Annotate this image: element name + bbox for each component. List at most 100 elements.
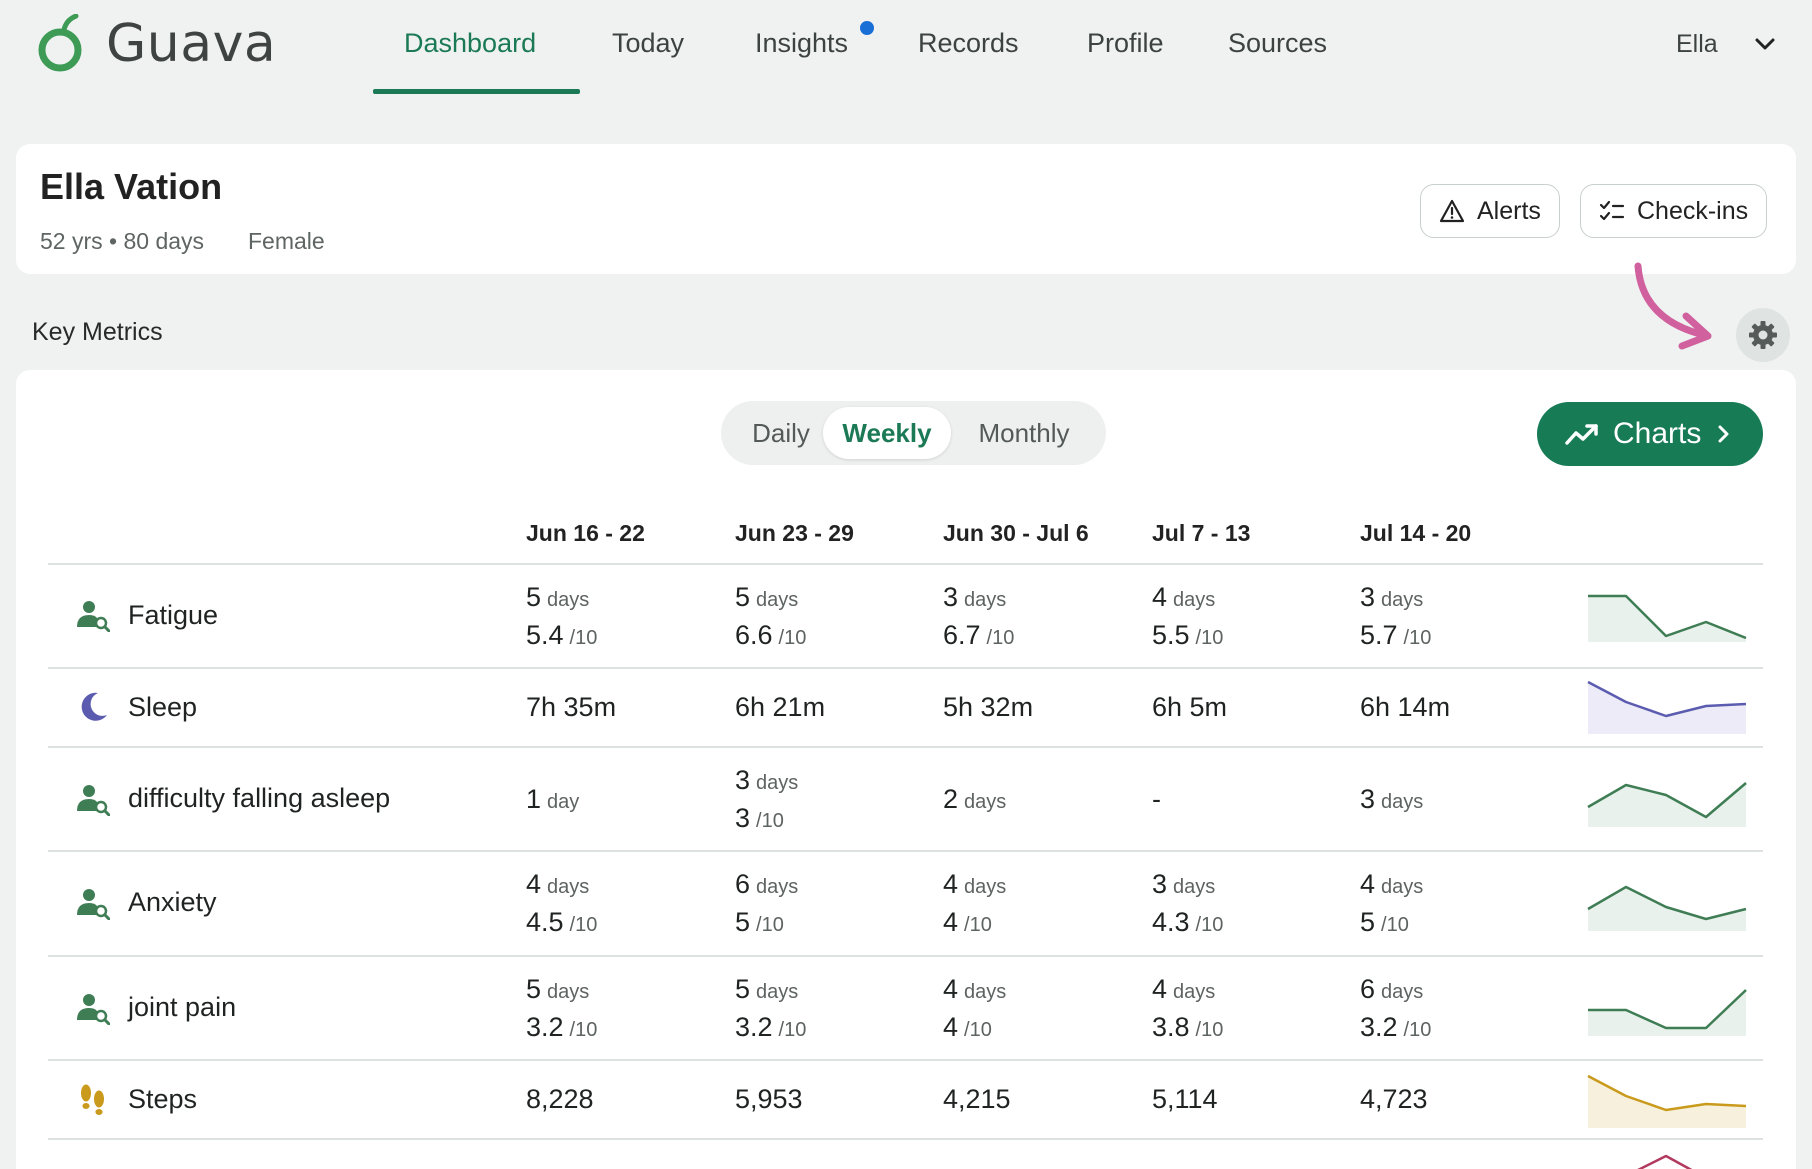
chevron-right-icon: [1718, 425, 1729, 443]
metric-value: 4 days: [943, 974, 1007, 1004]
footprints-icon: [81, 1084, 104, 1115]
moon-icon: [81, 692, 107, 721]
metric-row-fatigue[interactable]: Fatigue 5 days 5.4/10 5 days 6.6/10 3 days …: [48, 564, 1763, 667]
metric-value: 6h 5m: [1152, 692, 1228, 722]
metric-value: 4 days: [943, 869, 1007, 899]
brand-logo[interactable]: Guava: [36, 14, 276, 74]
metric-score: 5.7/10: [1360, 620, 1432, 650]
metric-score: 3.2/10: [1360, 1012, 1432, 1042]
user-menu-label[interactable]: Ella: [1676, 30, 1718, 58]
metric-score: 5/10: [735, 907, 784, 937]
metric-row-sleep[interactable]: Sleep 7h 35m 6h 21m 5h 32m 6h 5m 6h 14m: [48, 668, 1763, 746]
checklist-icon: [1599, 200, 1625, 221]
metric-value: 5,114: [1152, 1084, 1218, 1114]
table-divider: [48, 850, 1763, 852]
metric-value: 5 days: [526, 974, 590, 1004]
metric-value: 5 days: [735, 974, 799, 1004]
metric-name: Sleep: [128, 692, 198, 722]
tab-profile[interactable]: Profile: [1087, 28, 1164, 58]
gear-icon: [1749, 321, 1777, 349]
period-daily[interactable]: Daily: [752, 418, 810, 448]
alerts-label: Alerts: [1477, 196, 1541, 225]
metric-row-joint-pain[interactable]: joint pain 5 days 3.2/10 5 days 3.2/10 4 da…: [48, 956, 1763, 1059]
sparkline-chart: [1637, 1154, 1693, 1169]
tab-sources[interactable]: Sources: [1228, 28, 1328, 58]
table-divider: [48, 746, 1763, 748]
metric-value: 4,215: [943, 1084, 1011, 1114]
checkins-button[interactable]: Check-ins: [1580, 184, 1768, 238]
metric-value: 8,228: [526, 1084, 594, 1114]
metric-row-difficulty-falling-asleep[interactable]: difficulty falling asleep 1 day 3 days 3/1…: [48, 747, 1763, 850]
person-search-icon: [77, 785, 110, 816]
table-divider: [48, 1138, 1763, 1140]
metric-value: 6h 21m: [735, 692, 826, 722]
metric-value: 5h 32m: [943, 692, 1034, 722]
trend-line-icon: [1565, 424, 1598, 445]
period-weekly[interactable]: Weekly: [823, 407, 951, 459]
metric-value: 3 days: [1360, 582, 1424, 612]
metric-name: difficulty falling asleep: [128, 783, 391, 813]
person-search-icon: [77, 889, 110, 920]
active-tab-indicator: [373, 89, 580, 94]
charts-button[interactable]: Charts: [1537, 402, 1763, 466]
sparkline-chart: [1587, 680, 1747, 734]
sparkline-chart: [1587, 782, 1747, 827]
alerts-button[interactable]: Alerts: [1420, 184, 1560, 238]
metric-value: 3 days: [1152, 869, 1216, 899]
top-nav: Guava Dashboard Today Insights Records P…: [0, 0, 1812, 96]
metric-value: 5,953: [735, 1084, 803, 1114]
checkins-label: Check-ins: [1637, 196, 1749, 225]
tab-insights[interactable]: Insights: [755, 28, 849, 58]
metric-value: 3 days: [1360, 784, 1424, 814]
metric-score: 5.5/10: [1152, 620, 1224, 650]
chevron-down-icon[interactable]: [1754, 36, 1776, 52]
metric-score: 3.8/10: [1152, 1012, 1224, 1042]
metric-score: 3/10: [735, 803, 784, 833]
patient-age: 52 yrs • 80 days: [40, 228, 205, 254]
tab-dashboard[interactable]: Dashboard: [404, 28, 537, 58]
metric-score: 4/10: [943, 907, 992, 937]
metric-value: 6h 14m: [1360, 692, 1451, 722]
column-header-week: Jul 14 - 20: [1360, 520, 1472, 546]
section-title: Key Metrics: [32, 318, 163, 346]
metric-name: joint pain: [128, 992, 237, 1022]
column-header-week: Jul 7 - 13: [1152, 520, 1251, 546]
metric-name: Steps: [128, 1084, 198, 1114]
metric-value: 4 days: [1152, 582, 1216, 612]
patient-name: Ella Vation: [40, 166, 223, 207]
tab-records[interactable]: Records: [918, 28, 1019, 58]
column-header-week: Jun 30 - Jul 6: [943, 520, 1089, 546]
guava-logo-icon: [38, 14, 82, 72]
metric-score: 3.2/10: [735, 1012, 807, 1042]
person-search-icon: [77, 601, 110, 632]
period-monthly[interactable]: Monthly: [978, 418, 1070, 448]
sparkline-chart: [1587, 885, 1747, 931]
table-divider: [48, 563, 1763, 565]
column-header-week: Jun 23 - 29: [735, 520, 854, 546]
sparkline-chart: [1587, 1074, 1747, 1128]
column-header-week: Jun 16 - 22: [526, 520, 645, 546]
settings-button[interactable]: [1736, 308, 1790, 362]
metric-score: 6.6/10: [735, 620, 807, 650]
metric-value: 6 days: [735, 869, 799, 899]
warning-icon: [1439, 199, 1465, 223]
brand-name: Guava: [106, 14, 277, 74]
person-search-icon: [77, 994, 110, 1025]
metric-value: 3 days: [943, 582, 1007, 612]
metric-name: Anxiety: [128, 887, 217, 917]
tab-today[interactable]: Today: [612, 28, 685, 58]
table-divider: [48, 955, 1763, 957]
metric-value: 4 days: [526, 869, 590, 899]
patient-sex: Female: [248, 228, 325, 254]
table-divider: [48, 667, 1763, 669]
metric-value: 4 days: [1360, 869, 1424, 899]
sparkline-chart: [1588, 594, 1747, 642]
metric-value: 4,723: [1360, 1084, 1428, 1114]
metric-score: 5.4/10: [526, 620, 598, 650]
metric-value: 4 days: [1152, 974, 1216, 1004]
metric-score: 4.5/10: [526, 907, 598, 937]
metric-row-anxiety[interactable]: Anxiety 4 days 4.5/10 6 days 5/10 4 days 4/…: [48, 851, 1763, 955]
metric-score: 4.3/10: [1152, 907, 1224, 937]
metric-row-steps[interactable]: Steps 8,228 5,953 4,215 5,114 4,723: [48, 1060, 1763, 1138]
metric-score: 5/10: [1360, 907, 1409, 937]
